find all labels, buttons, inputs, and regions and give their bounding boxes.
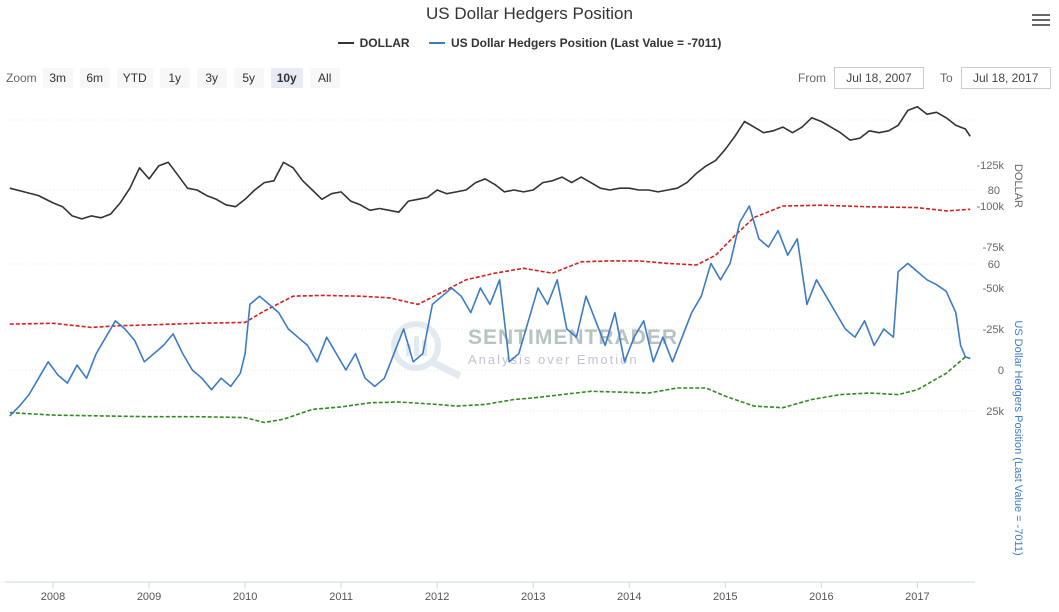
- x-tick-label: 2010: [233, 591, 257, 603]
- range-from: From Jul 18, 2007: [798, 67, 924, 89]
- lower-y-tick-label: 25k: [986, 406, 1004, 418]
- chart-legend: DOLLAR US Dollar Hedgers Position (Last …: [0, 33, 1059, 50]
- range-to: To Jul 18, 2017: [940, 67, 1051, 89]
- upper-y-tick-label: 60: [988, 259, 1000, 271]
- lower-axis-title: US Dollar Hedgers Position (Last Value =…: [1012, 320, 1024, 555]
- lower-y-tick-label: -125k: [976, 160, 1004, 172]
- lower-y-tick-label: -50k: [983, 283, 1005, 295]
- zoom-label: Zoom: [6, 71, 37, 85]
- upper-y-tick-label: 80: [988, 185, 1000, 197]
- hedgers-series-line: [9, 205, 971, 417]
- lower-y-tick-label: 0: [998, 365, 1004, 377]
- legend-label-dollar: DOLLAR: [359, 36, 410, 50]
- watermark-tagline: Analysis over Emotion: [468, 352, 639, 367]
- x-tick-label: 2016: [809, 591, 833, 603]
- zoom-button-3m[interactable]: 3m: [42, 68, 73, 88]
- x-tick-label: 2014: [617, 591, 641, 603]
- x-tick-label: 2017: [905, 591, 929, 603]
- zoom-button-1y[interactable]: 1y: [159, 68, 190, 88]
- x-tick-label: 2015: [713, 591, 737, 603]
- range-to-label: To: [940, 71, 953, 85]
- x-tick-label: 2011: [329, 591, 353, 603]
- hamburger-menu-icon[interactable]: [1032, 12, 1050, 28]
- x-tick-label: 2009: [137, 591, 161, 603]
- lower-y-tick-label: -75k: [983, 242, 1005, 254]
- zoom-button-10y[interactable]: 10y: [270, 68, 303, 88]
- x-tick-label: 2008: [41, 591, 65, 603]
- dollar-series-line: [9, 106, 971, 220]
- legend-swatch-hedgers: [428, 42, 445, 44]
- zoom-button-5y[interactable]: 5y: [233, 68, 264, 88]
- zoom-bar: Zoom 3m 6m YTD 1y 3y 5y 10y All: [6, 68, 347, 88]
- upper-band-line: [9, 356, 971, 424]
- range-to-input[interactable]: Jul 18, 2017: [960, 67, 1051, 89]
- chart-title: US Dollar Hedgers Position: [426, 4, 633, 23]
- zoom-button-6m[interactable]: 6m: [79, 68, 110, 88]
- watermark-name: SENTIMENTRADER: [468, 326, 679, 349]
- zoom-button-all[interactable]: All: [309, 68, 340, 88]
- range-from-input[interactable]: Jul 18, 2007: [834, 67, 924, 89]
- legend-item-hedgers[interactable]: US Dollar Hedgers Position (Last Value =…: [428, 36, 722, 50]
- range-from-label: From: [798, 71, 826, 85]
- magnifier-chart-icon: [391, 321, 462, 380]
- legend-label-hedgers: US Dollar Hedgers Position (Last Value =…: [450, 36, 722, 50]
- lower-band-line: [9, 204, 971, 329]
- zoom-button-3y[interactable]: 3y: [196, 68, 227, 88]
- lower-y-tick-label: -100k: [976, 201, 1004, 213]
- lower-y-tick-label: -25k: [983, 324, 1005, 336]
- upper-axis-title: DOLLAR: [1012, 164, 1024, 208]
- x-tick-label: 2012: [425, 591, 449, 603]
- zoom-button-ytd[interactable]: YTD: [116, 68, 153, 88]
- legend-swatch-dollar: [337, 42, 354, 44]
- x-tick-label: 2013: [521, 591, 545, 603]
- legend-item-dollar[interactable]: DOLLAR: [337, 36, 410, 50]
